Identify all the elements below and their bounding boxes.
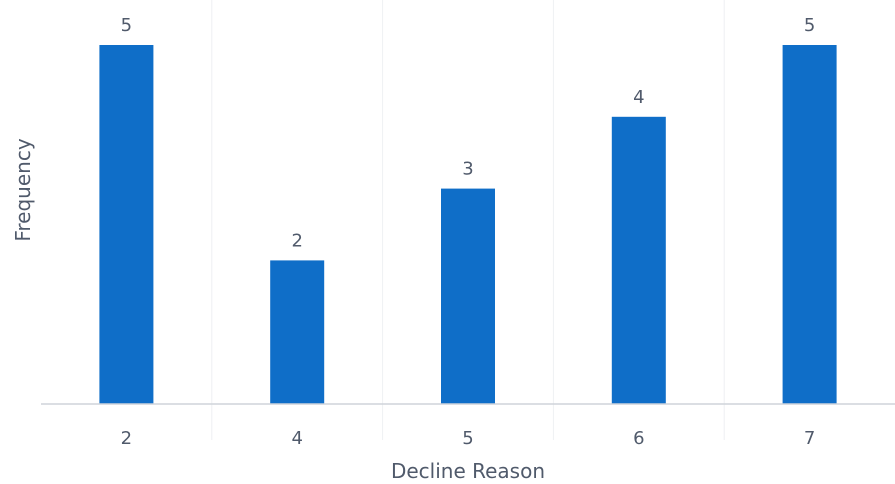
x-tick-label-4: 4 xyxy=(291,428,302,449)
bar-5 xyxy=(441,188,495,404)
x-tick-label-6: 6 xyxy=(633,428,644,449)
x-tick-label-5: 5 xyxy=(462,428,473,449)
x-tick-label-7: 7 xyxy=(804,428,815,449)
bar-6 xyxy=(611,116,666,405)
data-label-4: 2 xyxy=(291,230,302,251)
x-axis-title: Decline Reason xyxy=(391,459,545,483)
data-label-5: 3 xyxy=(462,159,473,180)
data-label-7: 5 xyxy=(804,15,815,36)
grid-lines xyxy=(211,0,725,440)
x-tick-label-2: 2 xyxy=(121,428,132,449)
bar-4 xyxy=(270,260,325,404)
y-axis-title: Frequency xyxy=(11,138,35,241)
bar-2 xyxy=(99,45,154,404)
bar-series xyxy=(99,45,837,405)
x-axis-ticks: 2 4 5 6 7 xyxy=(121,428,816,449)
data-labels: 5 2 3 4 5 xyxy=(121,15,816,251)
bar-7 xyxy=(782,45,837,404)
data-label-2: 5 xyxy=(121,15,132,36)
data-label-6: 4 xyxy=(633,87,644,108)
